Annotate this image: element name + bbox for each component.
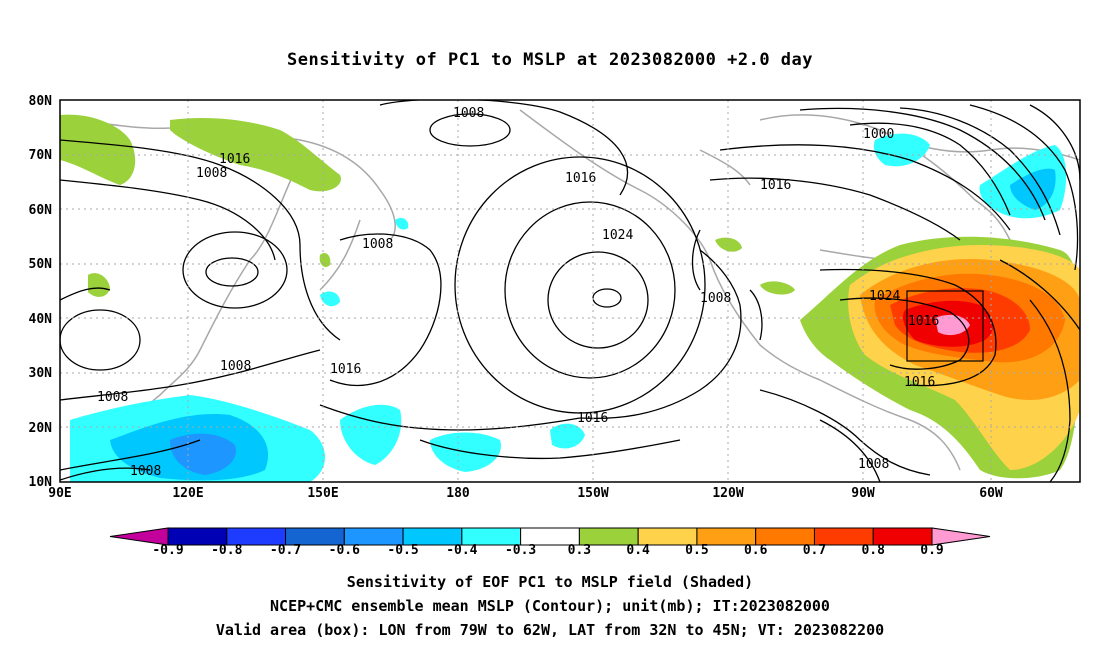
lon-axis: 90E 120E 150E 180 150W 120W 90W 60W — [48, 486, 1003, 501]
sensitivity-shading — [60, 114, 1080, 482]
caption-line-3: Valid area (box): LON from 79W to 62W, L… — [215, 621, 885, 639]
lat-tick-label: 50N — [29, 257, 53, 272]
contour-label: 1016 — [760, 178, 791, 193]
contour-label: 1008 — [97, 390, 128, 405]
lon-tick-label: 120W — [712, 486, 743, 501]
lon-tick-label: 90W — [851, 486, 875, 501]
contour-label: 1024 — [869, 289, 900, 304]
colorbar — [109, 527, 991, 546]
contour-label: 1008 — [453, 106, 484, 121]
colorbar-swatch — [931, 527, 991, 546]
caption-line-2: NCEP+CMC ensemble mean MSLP (Contour); u… — [270, 597, 830, 615]
contour-label: 1008 — [220, 359, 251, 374]
contour-label: 1008 — [858, 457, 889, 472]
lat-tick-label: 70N — [29, 148, 53, 163]
contour-label: 1016 — [577, 411, 608, 426]
colorbar-tick-label: -0.9 — [152, 543, 184, 558]
contour-label: 1008 — [362, 237, 393, 252]
colorbar-tick-label: -0.8 — [211, 543, 243, 558]
lat-tick-label: 30N — [29, 366, 53, 381]
colorbar-tick-label: -0.3 — [504, 543, 537, 558]
colorbar-tick-label: 0.7 — [802, 543, 827, 558]
colorbar-tick-label: 0.5 — [685, 543, 709, 558]
map-frame — [59, 99, 1081, 483]
lon-tick-label: 90E — [48, 486, 71, 501]
chart-title: Sensitivity of PC1 to MSLP at 2023082000… — [286, 50, 813, 70]
contour-label: 1008 — [196, 166, 227, 181]
lat-tick-label: 40N — [29, 312, 53, 327]
contour-label: 1016 — [565, 171, 596, 186]
lon-tick-label: 180 — [446, 486, 470, 501]
lon-tick-label: 150W — [577, 486, 608, 501]
colorbar-tick-label: 0.4 — [626, 543, 650, 558]
colorbar-tick-label: 0.6 — [743, 543, 768, 558]
lat-tick-label: 80N — [29, 94, 53, 109]
contour-label: 1016 — [904, 375, 935, 390]
lat-tick-label: 60N — [29, 203, 53, 218]
lon-tick-label: 120E — [172, 486, 203, 501]
map-plot-area: 1008 1016 1008 1008 1016 1024 1016 1000 … — [60, 100, 1080, 482]
contour-label: 1008 — [130, 464, 161, 479]
lat-axis: 80N 70N 60N 50N 40N 30N 20N 10N — [29, 94, 53, 490]
colorbar-tick-label: -0.5 — [387, 543, 419, 558]
contour-label: 1024 — [602, 228, 633, 243]
grid-lines — [60, 100, 1080, 482]
caption-line-1: Sensitivity of EOF PC1 to MSLP field (Sh… — [346, 573, 754, 591]
contour-label: 1016 — [908, 314, 939, 329]
mslp-contours — [60, 100, 1080, 482]
contour-label: 1016 — [219, 152, 250, 167]
lat-tick-label: 20N — [29, 421, 53, 436]
contour-label: 1000 — [863, 127, 894, 142]
colorbar-tick-label: -0.7 — [269, 543, 302, 558]
contour-label: 1008 — [700, 291, 731, 306]
colorbar-tick-label: 0.8 — [861, 543, 885, 558]
contour-label: 1016 — [330, 362, 361, 377]
lat-tick-label: 10N — [29, 475, 53, 490]
colorbar-tick-label: 0.9 — [920, 543, 944, 558]
contour-labels: 1008 1016 1008 1008 1016 1024 1016 1000 … — [97, 106, 939, 479]
colorbar-tick-label: -0.6 — [328, 543, 360, 558]
valid-area-box — [906, 290, 984, 362]
lon-tick-label: 150E — [307, 486, 338, 501]
lon-tick-label: 60W — [979, 486, 1003, 501]
colorbar-tick-label: -0.4 — [446, 543, 478, 558]
colorbar-tick-label: 0.3 — [567, 543, 592, 558]
